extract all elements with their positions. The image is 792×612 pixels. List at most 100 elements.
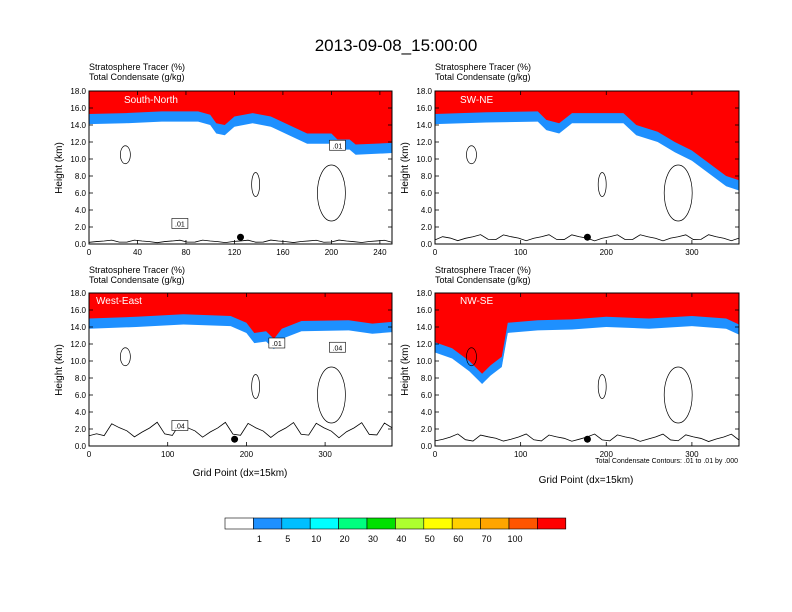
x-tick-label: 0 <box>433 248 438 257</box>
panel-header-tracer: Stratosphere Tracer (%) <box>89 62 185 72</box>
colorbar-label: 40 <box>396 534 406 544</box>
condensate-contour <box>251 172 260 197</box>
contour-label: .04 <box>171 420 189 431</box>
y-tick-label: 8.0 <box>75 374 87 383</box>
y-tick-label: 18.0 <box>416 87 432 96</box>
panel-south-north: Stratosphere Tracer (%) Total Condensate… <box>54 62 393 257</box>
y-tick-label: 10.0 <box>416 155 432 164</box>
colorbar-label: 20 <box>340 534 350 544</box>
x-tick-label: 0 <box>433 450 438 459</box>
plot-frame <box>88 292 393 447</box>
y-tick-label: 4.0 <box>421 408 433 417</box>
colorbar-label: 60 <box>453 534 463 544</box>
colorbar-swatch <box>224 517 254 530</box>
colorbar-label: 70 <box>482 534 492 544</box>
panel-header-tracer: Stratosphere Tracer (%) <box>435 265 531 275</box>
colorbar-swatch <box>253 517 283 530</box>
contour-label-text: .04 <box>333 345 343 352</box>
colorbar: 1 5 10 20 30 40 50 60 70 100 <box>224 517 567 544</box>
y-tick-label: 16.0 <box>70 104 86 113</box>
contour-label: .01 <box>268 337 286 349</box>
x-tick-label: 300 <box>685 450 699 459</box>
x-tick-label: 100 <box>514 248 528 257</box>
y-tick-label: 2.0 <box>421 223 433 232</box>
panel-name-label: SW-NE <box>460 95 493 106</box>
y-tick-label: 10.0 <box>70 155 86 164</box>
plot-frame <box>434 292 740 447</box>
x-tick-label: 100 <box>514 450 528 459</box>
tracer-region-100 <box>89 91 392 145</box>
x-tick-label: 200 <box>325 248 339 257</box>
panel-header-tracer: Stratosphere Tracer (%) <box>435 62 531 72</box>
y-tick-label: 10.0 <box>70 357 86 366</box>
panel-name-label: South-North <box>124 95 178 106</box>
y-tick-label: 2.0 <box>75 223 87 232</box>
condensate-contour <box>663 366 693 424</box>
location-marker <box>583 233 591 241</box>
tracer-region-100 <box>435 91 739 181</box>
colorbar-swatch <box>451 517 481 530</box>
y-tick-label: 2.0 <box>421 425 433 434</box>
colorbar-label: 5 <box>285 534 290 544</box>
y-tick-label: 12.0 <box>416 138 432 147</box>
plot-area: .04 .04 .01 <box>89 293 392 446</box>
x-axis-label: Grid Point (dx=15km) <box>539 475 634 486</box>
contour-label-text: .01 <box>333 143 343 150</box>
y-tick-label: 16.0 <box>416 104 432 113</box>
colorbar-swatch <box>281 517 311 530</box>
y-axis-label: Height (km) <box>54 344 65 396</box>
condensate-contour <box>663 164 693 222</box>
contour-label: .01 <box>329 139 346 151</box>
y-tick-label: 14.0 <box>70 323 86 332</box>
x-tick-label: 200 <box>600 450 614 459</box>
x-tick-label: 40 <box>133 248 142 257</box>
condensate-contour <box>317 366 346 424</box>
condensate-contour <box>466 145 477 165</box>
x-tick-label: 0 <box>87 450 92 459</box>
colorbar-label: 10 <box>311 534 321 544</box>
x-tick-label: 120 <box>228 248 242 257</box>
condensate-contour <box>597 374 607 399</box>
y-tick-label: 16.0 <box>70 306 86 315</box>
panel-header-condensate: Total Condensate (g/kg) <box>435 72 531 82</box>
y-tick-label: 8.0 <box>75 172 87 181</box>
tracer-region-100 <box>89 293 392 339</box>
colorbar-swatch <box>423 517 453 530</box>
panel-nw-se: Stratosphere Tracer (%) Total Condensate… <box>400 265 740 486</box>
panel-sw-ne: Stratosphere Tracer (%) Total Condensate… <box>400 62 740 257</box>
terrain-line <box>89 421 392 439</box>
colorbar-label: 30 <box>368 534 378 544</box>
location-marker <box>583 435 591 443</box>
colorbar-swatch <box>537 517 567 530</box>
panel-name-label: NW-SE <box>460 296 493 307</box>
y-axis-label: Height (km) <box>54 142 65 194</box>
plot-frame <box>88 90 393 245</box>
y-tick-label: 0.0 <box>75 442 87 451</box>
figure-title: 2013-09-08_15:00:00 <box>315 36 478 55</box>
contour-note: Total Condensate Contours: .01 to .01 by… <box>595 458 738 465</box>
location-marker <box>237 233 244 241</box>
contour-label-text: .01 <box>175 221 185 228</box>
x-tick-label: 200 <box>600 248 614 257</box>
colorbar-swatch <box>395 517 425 530</box>
condensate-contour <box>317 164 346 222</box>
colorbar-swatch <box>309 517 339 530</box>
condensate-contour <box>120 347 131 367</box>
y-tick-label: 14.0 <box>416 323 432 332</box>
y-tick-label: 0.0 <box>421 442 433 451</box>
plot-frame <box>434 90 740 245</box>
y-tick-label: 16.0 <box>416 306 432 315</box>
plot-area <box>435 293 739 446</box>
x-axis-label: Grid Point (dx=15km) <box>193 468 288 479</box>
colorbar-swatch <box>480 517 510 530</box>
x-tick-label: 200 <box>240 450 254 459</box>
y-tick-label: 2.0 <box>75 425 87 434</box>
colorbar-swatch <box>338 517 368 530</box>
y-tick-label: 6.0 <box>421 391 433 400</box>
x-tick-label: 80 <box>182 248 191 257</box>
y-tick-label: 0.0 <box>421 240 433 249</box>
x-tick-label: 240 <box>373 248 387 257</box>
y-tick-label: 14.0 <box>70 121 86 130</box>
plot-area: .01 .01 <box>89 91 392 244</box>
